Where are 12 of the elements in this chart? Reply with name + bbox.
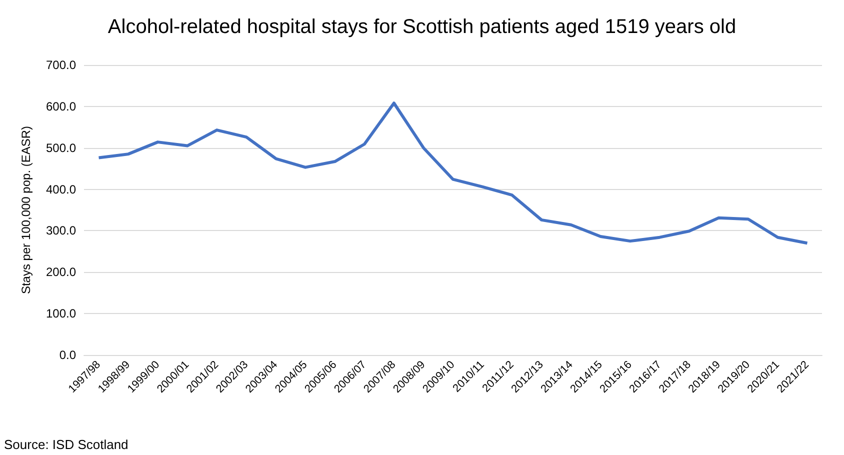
y-tick-label: 200.0 — [46, 265, 76, 280]
y-tick-label: 100.0 — [46, 306, 76, 321]
y-tick-label: 500.0 — [46, 140, 76, 155]
source-note: Source: ISD Scotland — [4, 437, 128, 452]
y-tick-label: 400.0 — [46, 182, 76, 196]
chart-title: Alcohol-related hospital stays for Scottish patients aged 1519 years old — [108, 16, 736, 38]
y-tick-label: 600.0 — [46, 99, 76, 114]
y-tick-label: 700.0 — [46, 58, 76, 72]
y-tick-label: 300.0 — [46, 224, 76, 238]
y-tick-label: 0.0 — [59, 348, 76, 362]
y-axis-title: Stays per 100,000 pop. (EASR) — [19, 126, 33, 294]
line-series — [97, 102, 809, 245]
